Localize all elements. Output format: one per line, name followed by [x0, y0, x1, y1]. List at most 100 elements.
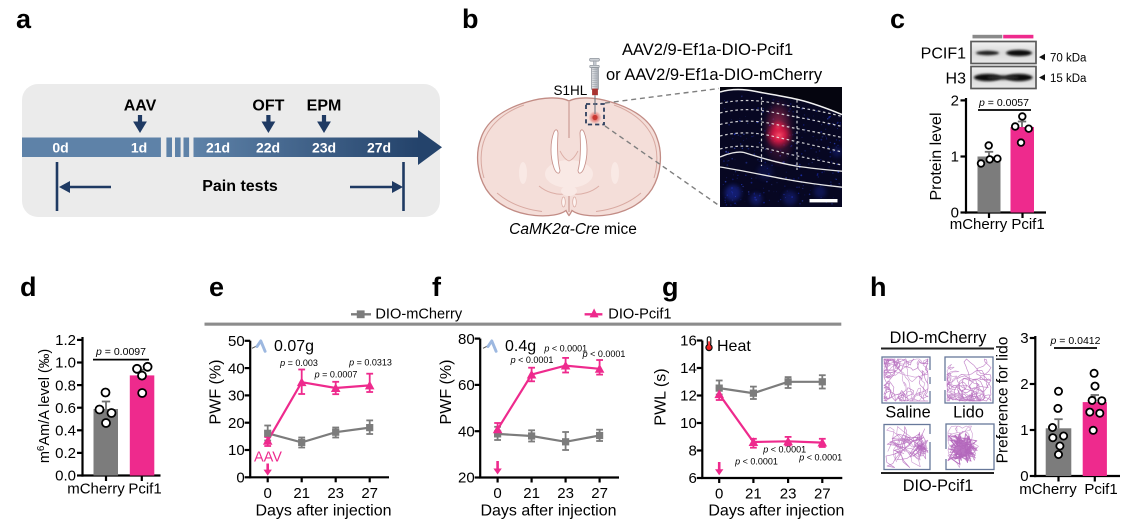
svg-text:14: 14 — [680, 360, 697, 377]
svg-text:0: 0 — [715, 486, 723, 503]
svg-text:1.0: 1.0 — [55, 355, 76, 372]
svg-text:2: 2 — [1020, 376, 1028, 393]
svg-text:p < 0.0001: p < 0.0001 — [510, 355, 554, 365]
svg-text:DIO-Pcif1: DIO-Pcif1 — [608, 307, 671, 323]
svg-text:Pcif1: Pcif1 — [1011, 216, 1044, 233]
svg-text:21: 21 — [293, 485, 310, 502]
svg-text:p = 0.0057: p = 0.0057 — [978, 97, 1029, 109]
svg-text:PCIF1: PCIF1 — [921, 46, 966, 63]
svg-text:DIO-mCherry: DIO-mCherry — [890, 329, 988, 347]
svg-text:p < 0.0001: p < 0.0001 — [582, 349, 626, 359]
svg-text:OFT: OFT — [252, 98, 284, 115]
svg-text:p < 0.0001: p < 0.0001 — [762, 445, 806, 455]
svg-text:0.8: 0.8 — [55, 377, 76, 394]
svg-text:p < 0.0001: p < 0.0001 — [543, 344, 587, 354]
svg-text:Lido: Lido — [953, 404, 984, 422]
svg-text:40: 40 — [458, 423, 475, 440]
svg-text:15 kDa: 15 kDa — [1050, 73, 1087, 85]
svg-text:27: 27 — [814, 486, 831, 503]
svg-text:0.07g: 0.07g — [274, 338, 314, 355]
svg-text:3: 3 — [1020, 330, 1028, 347]
svg-text:PWF (%): PWF (%) — [208, 360, 225, 425]
svg-text:21: 21 — [523, 485, 540, 502]
svg-text:1: 1 — [1020, 422, 1028, 439]
svg-text:mCherry: mCherry — [950, 216, 1008, 233]
svg-text:22d: 22d — [256, 140, 280, 156]
svg-text:30: 30 — [228, 388, 245, 405]
svg-text:50: 50 — [228, 333, 245, 350]
svg-text:27d: 27d — [367, 140, 391, 156]
svg-text:h: h — [870, 272, 887, 302]
svg-text:b: b — [462, 4, 479, 34]
svg-text:DIO-Pcif1: DIO-Pcif1 — [903, 477, 974, 495]
svg-text:H3: H3 — [946, 71, 967, 88]
svg-text:70 kDa: 70 kDa — [1050, 53, 1087, 65]
svg-text:Days after injection: Days after injection — [480, 503, 616, 520]
svg-text:1d: 1d — [131, 140, 147, 156]
svg-text:20: 20 — [458, 470, 475, 487]
svg-text:S1HL: S1HL — [554, 83, 588, 98]
svg-text:0: 0 — [236, 470, 244, 487]
svg-text:mCherry: mCherry — [1019, 481, 1077, 498]
svg-text:0: 0 — [264, 485, 272, 502]
svg-text:Saline: Saline — [885, 404, 930, 422]
svg-text:g: g — [662, 272, 679, 302]
svg-text:0.4g: 0.4g — [505, 338, 536, 355]
svg-text:23: 23 — [780, 486, 797, 503]
svg-text:c: c — [890, 4, 905, 34]
svg-text:Days after injection: Days after injection — [255, 503, 391, 520]
svg-text:p = 0.0313: p = 0.0313 — [348, 358, 392, 368]
svg-text:0: 0 — [1020, 468, 1028, 485]
svg-text:12: 12 — [680, 388, 697, 405]
svg-text:16: 16 — [680, 333, 697, 350]
svg-text:27: 27 — [361, 485, 378, 502]
svg-text:EPM: EPM — [307, 98, 342, 115]
svg-text:mCherry: mCherry — [67, 481, 125, 498]
svg-text:a: a — [16, 4, 32, 34]
svg-text:PWL (s): PWL (s) — [653, 368, 670, 425]
svg-text:0: 0 — [493, 485, 501, 502]
svg-text:21d: 21d — [206, 140, 230, 156]
svg-text:Pcif1: Pcif1 — [1084, 481, 1117, 498]
svg-text:or AAV2/9-Ef1a-DIO-mCherry: or AAV2/9-Ef1a-DIO-mCherry — [606, 66, 823, 84]
svg-text:AAV: AAV — [254, 450, 282, 466]
svg-text:Pain tests: Pain tests — [202, 178, 278, 195]
svg-text:p = 0.0007: p = 0.0007 — [314, 370, 358, 380]
svg-text:AAV: AAV — [124, 98, 157, 115]
svg-text:Heat: Heat — [717, 338, 751, 355]
svg-text:e: e — [209, 272, 224, 302]
svg-text:8: 8 — [688, 443, 696, 460]
svg-text:40: 40 — [228, 360, 245, 377]
svg-text:21: 21 — [745, 486, 762, 503]
svg-text:p = 0.0412: p = 0.0412 — [1050, 335, 1101, 347]
svg-text:2: 2 — [951, 93, 959, 110]
svg-text:p < 0.0001: p < 0.0001 — [798, 453, 842, 463]
svg-text:PWF (%): PWF (%) — [438, 360, 455, 425]
svg-text:Protein level: Protein level — [928, 112, 945, 200]
svg-text:0d: 0d — [52, 140, 68, 156]
svg-text:0: 0 — [951, 205, 959, 222]
svg-text:1: 1 — [951, 149, 959, 166]
svg-text:20: 20 — [228, 415, 245, 432]
svg-text:DIO-mCherry: DIO-mCherry — [375, 307, 462, 323]
svg-text:23: 23 — [327, 485, 344, 502]
svg-text:0.4: 0.4 — [55, 423, 76, 440]
svg-text:0.6: 0.6 — [55, 400, 76, 417]
svg-text:23d: 23d — [312, 140, 336, 156]
svg-text:Pcif1: Pcif1 — [128, 481, 161, 498]
svg-text:d: d — [20, 272, 37, 302]
svg-text:CaMK2α-Cre mice: CaMK2α-Cre mice — [509, 221, 637, 238]
svg-text:f: f — [432, 272, 442, 302]
svg-text:6: 6 — [688, 470, 696, 487]
svg-text:10: 10 — [680, 415, 697, 432]
svg-text:23: 23 — [557, 485, 574, 502]
svg-text:Preference for lido: Preference for lido — [994, 337, 1011, 464]
svg-text:p < 0.0001: p < 0.0001 — [734, 457, 778, 467]
svg-text:60: 60 — [458, 377, 475, 394]
svg-text:AAV2/9-Ef1a-DIO-Pcif1: AAV2/9-Ef1a-DIO-Pcif1 — [622, 41, 793, 59]
svg-text:80: 80 — [458, 331, 475, 348]
svg-text:p = 0.0097: p = 0.0097 — [95, 346, 146, 358]
svg-text:m6Am/A level (‰): m6Am/A level (‰) — [36, 349, 53, 463]
svg-text:Days after injection: Days after injection — [708, 503, 844, 520]
svg-text:10: 10 — [228, 442, 245, 459]
